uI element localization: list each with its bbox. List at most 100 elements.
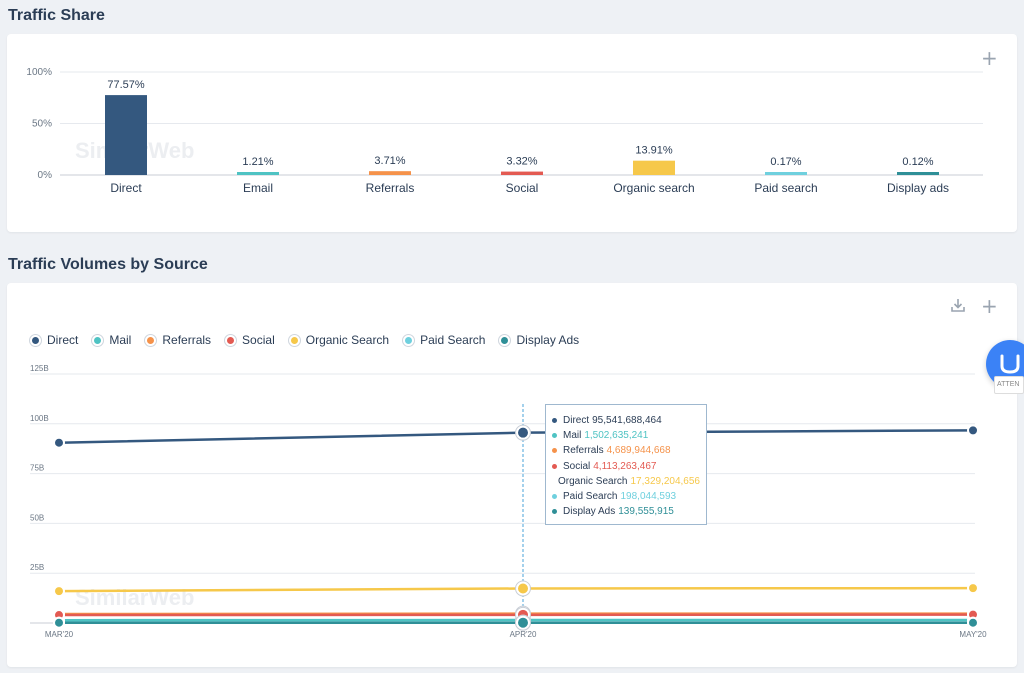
x-category-label: Social xyxy=(506,181,539,195)
y-tick-label: 100B xyxy=(30,414,49,423)
bar xyxy=(105,95,147,175)
add-icon[interactable]: + xyxy=(981,294,998,318)
bar-value-label: 0.17% xyxy=(770,156,801,168)
legend-label: Paid Search xyxy=(420,333,486,347)
data-point xyxy=(516,581,530,596)
add-icon[interactable]: + xyxy=(981,46,998,70)
legend-label: Display Ads xyxy=(516,333,580,347)
legend-dot xyxy=(30,334,41,346)
download-icon[interactable] xyxy=(950,297,966,318)
x-tick-label: APR'20 xyxy=(510,630,537,639)
data-point-ring xyxy=(515,614,531,631)
tooltip-dot xyxy=(552,418,557,424)
tooltip-label: Social xyxy=(563,460,591,472)
x-category-label: Referrals xyxy=(366,181,415,195)
data-point xyxy=(53,436,65,449)
tooltip-label: Referrals xyxy=(563,445,604,457)
bar-value-label: 1.21% xyxy=(242,156,273,168)
y-tick-label: 25B xyxy=(30,563,44,572)
tooltip-label: Direct xyxy=(563,415,590,427)
bar xyxy=(501,171,543,175)
data-point xyxy=(967,616,979,629)
x-category-label: Email xyxy=(243,181,273,195)
bar-value-label: 0.12% xyxy=(902,156,933,168)
legend-label: Organic Search xyxy=(305,333,390,347)
x-tick-label: MAR'20 xyxy=(45,630,74,639)
tooltip-value: 95,541,688,464 xyxy=(592,415,662,427)
x-tick-label: MAY'20 xyxy=(959,630,987,639)
tooltip-value: 4,689,944,668 xyxy=(606,445,671,457)
bar xyxy=(897,172,939,175)
x-category-label: Organic search xyxy=(613,181,694,195)
tooltip-dot xyxy=(552,463,557,469)
data-point xyxy=(516,615,530,630)
traffic-share-card: + xyxy=(7,34,1017,232)
traffic-share-title: Traffic Share xyxy=(8,7,105,24)
x-category-label: Display ads xyxy=(887,181,949,195)
bar xyxy=(237,172,279,175)
tooltip-value: 4,113,263,467 xyxy=(593,460,657,472)
bar xyxy=(369,171,411,175)
tooltip-row: Referrals 4,689,944,668 xyxy=(552,443,700,458)
tooltip-dot xyxy=(552,448,557,454)
legend-dot xyxy=(92,334,104,346)
legend-item[interactable]: Social xyxy=(225,333,275,347)
legend-dot xyxy=(288,334,300,346)
data-point xyxy=(967,424,979,437)
legend-item[interactable]: Paid Search xyxy=(403,333,485,347)
data-point-ring xyxy=(515,580,531,597)
data-point xyxy=(967,582,979,595)
legend-label: Mail xyxy=(109,333,132,347)
tooltip-value: 1,502,635,241 xyxy=(584,430,649,442)
y-tick-label: 75B xyxy=(30,464,44,473)
y-tick-label: 0% xyxy=(38,170,53,181)
y-tick-label: 125B xyxy=(30,364,49,373)
chat-icon xyxy=(1000,354,1020,374)
tooltip-label: Mail xyxy=(563,430,582,442)
legend-item[interactable]: Referrals xyxy=(145,333,211,347)
tooltip-row: Organic Search 17,329,204,656 xyxy=(552,474,700,489)
tooltip-value: 17,329,204,656 xyxy=(630,475,700,487)
y-tick-label: 100% xyxy=(26,67,52,78)
bar-value-label: 3.71% xyxy=(374,155,405,167)
bar xyxy=(633,160,675,175)
legend-item[interactable]: Display Ads xyxy=(499,333,579,347)
tooltip-dot xyxy=(552,494,557,500)
bar-value-label: 77.57% xyxy=(107,79,145,91)
tooltip-row: Direct 95,541,688,464 xyxy=(552,413,700,428)
x-category-label: Direct xyxy=(110,181,142,195)
tooltip-row: Paid Search 198,044,593 xyxy=(552,489,700,504)
traffic-share-chart: SimilarWeb100%50%0%77.57%Direct1.21%Emai… xyxy=(26,67,983,195)
tooltip-label: Organic Search xyxy=(558,475,628,487)
tooltip-label: Paid Search xyxy=(563,491,618,503)
x-category-label: Paid search xyxy=(754,181,817,195)
legend-item[interactable]: Organic Search xyxy=(288,333,390,347)
tooltip-value: 139,555,915 xyxy=(618,506,674,518)
y-tick-label: 50% xyxy=(32,119,52,130)
legend-dot xyxy=(403,334,415,346)
tooltip-row: Social 4,113,263,467 xyxy=(552,459,700,474)
traffic-volumes-title: Traffic Volumes by Source xyxy=(8,256,208,273)
data-point xyxy=(516,425,530,440)
traffic-volumes-card: + xyxy=(7,283,1017,667)
legend-dot xyxy=(225,334,237,346)
chart-legend: Direct Mail Referrals Social Organic Search P… xyxy=(30,333,579,347)
tooltip-dot xyxy=(552,433,557,439)
tooltip-row: Mail 1,502,635,241 xyxy=(552,428,700,443)
watermark: SimilarWeb xyxy=(75,585,194,610)
bar-value-label: 13.91% xyxy=(635,145,673,157)
legend-label: Direct xyxy=(47,333,79,347)
tooltip-row: Display Ads 139,555,915 xyxy=(552,504,700,519)
legend-dot xyxy=(499,334,511,346)
tooltip-label: Display Ads xyxy=(563,506,616,518)
chat-badge: ATTEN xyxy=(994,376,1024,394)
legend-item[interactable]: Mail xyxy=(92,333,131,347)
data-point-ring xyxy=(515,424,531,441)
bar xyxy=(765,172,807,175)
data-point xyxy=(53,585,65,598)
tooltip-dot xyxy=(552,509,557,515)
chart-tooltip: Direct 95,541,688,464 Mail 1,502,635,241 Ref… xyxy=(545,404,707,525)
legend-item[interactable]: Direct xyxy=(30,333,78,347)
legend-label: Referrals xyxy=(162,333,212,347)
